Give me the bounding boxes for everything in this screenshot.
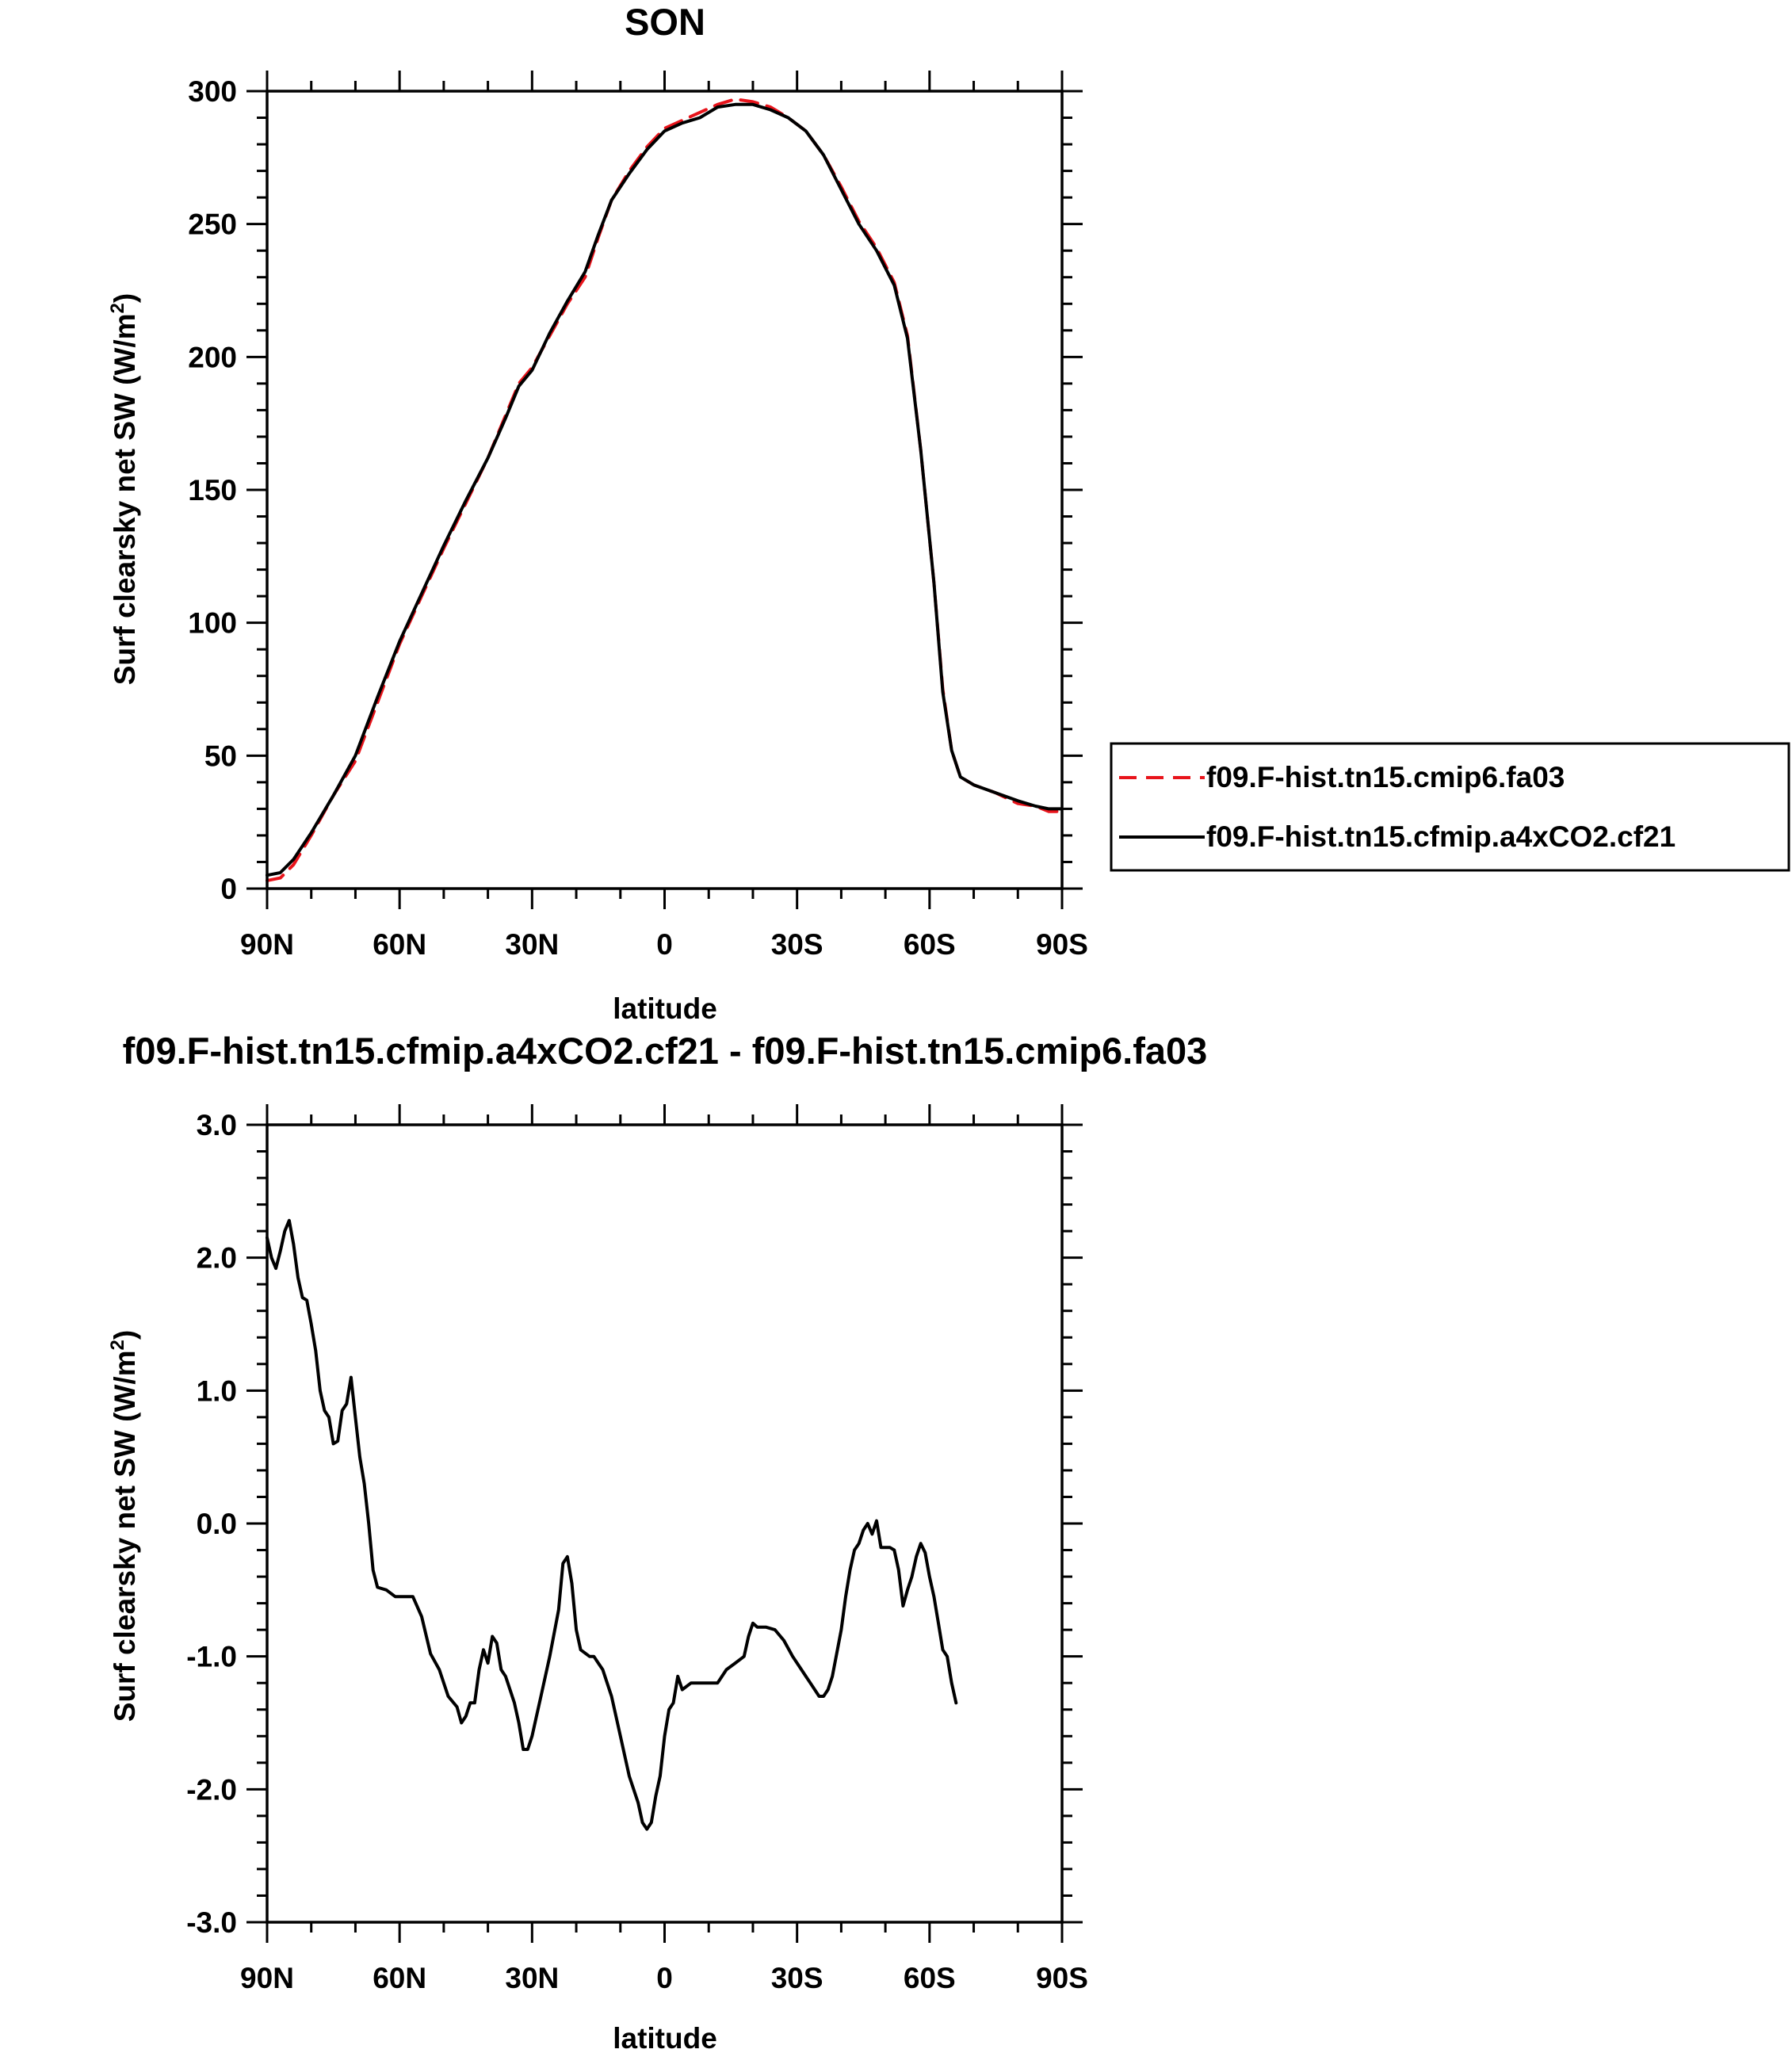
- bottom-ytick-label-5: 2.0: [197, 1242, 237, 1275]
- top-ytick-label-5: 250: [188, 208, 237, 241]
- top-ytick-label-4: 200: [188, 341, 237, 373]
- bottom-plot-area: -3.0 -2.0 -1.0 0.0 1.0 2.0 3.0 90N 60N 30N 0 30S 60S…: [186, 1104, 1088, 1994]
- bottom-ytick-label-2: -1.0: [186, 1641, 237, 1673]
- bottom-xtick-label-1: 60N: [373, 1962, 426, 1994]
- top-ytick-label-3: 150: [188, 474, 237, 507]
- top-y-axis-label-main: Surf clearsky net SW (W/m: [109, 313, 141, 685]
- top-xtick-label-3: 0: [656, 928, 673, 961]
- bottom-xtick-label-0: 90N: [240, 1962, 294, 1994]
- bottom-xtick-label-3: 0: [656, 1962, 673, 1994]
- top-ytick-label-6: 300: [188, 75, 237, 108]
- legend-box: [1110, 742, 1790, 872]
- top-series-line-1: [266, 102, 1064, 877]
- bottom-plot-frame: [266, 1123, 1064, 1924]
- bottom-xtick-label-5: 60S: [904, 1962, 956, 1994]
- top-plot-frame: [266, 90, 1064, 890]
- top-xtick-label-4: 30S: [771, 928, 823, 961]
- top-panel: SON 0 50 100 150 200 250 300 90N 60N 30N 0 30S 60S 90…: [107, 1, 1790, 1025]
- bottom-xtick-label-2: 30N: [505, 1962, 559, 1994]
- top-xtick-label-2: 30N: [505, 928, 559, 961]
- top-y-axis-label: Surf clearsky net SW (W/m2): [107, 293, 141, 685]
- bottom-ytick-label-0: -3.0: [186, 1906, 237, 1939]
- top-series-line-0: [266, 97, 1064, 882]
- bottom-panel: f09.F-hist.tn15.cfmip.a4xCO2.cf21 - f09.…: [107, 1030, 1207, 2053]
- bottom-xtick-label-4: 30S: [771, 1962, 823, 1994]
- bottom-ytick-label-3: 0.0: [197, 1508, 237, 1540]
- top-chart-title: SON: [625, 1, 705, 43]
- bottom-y-axis-label-main: Surf clearsky net SW (W/m: [109, 1350, 141, 1722]
- bottom-xtick-label-6: 90S: [1036, 1962, 1088, 1994]
- top-y-axis-label-tail: ): [109, 293, 141, 303]
- top-xtick-label-6: 90S: [1036, 928, 1088, 961]
- bottom-series-line-0: [266, 1218, 958, 1831]
- bottom-ytick-label-6: 3.0: [197, 1109, 237, 1141]
- bottom-ytick-label-4: 1.0: [197, 1374, 237, 1407]
- legend: f09.F-hist.tn15.cmip6.fa03 f09.F-hist.tn…: [1110, 742, 1790, 872]
- bottom-chart-title: f09.F-hist.tn15.cfmip.a4xCO2.cf21 - f09.…: [123, 1030, 1208, 1072]
- legend-label-cf21: f09.F-hist.tn15.cfmip.a4xCO2.cf21: [1206, 820, 1675, 853]
- bottom-x-axis-label: latitude: [613, 2022, 717, 2053]
- top-ytick-label-1: 50: [204, 740, 237, 772]
- bottom-ytick-label-1: -2.0: [186, 1773, 237, 1806]
- top-ytick-label-2: 100: [188, 607, 237, 640]
- bottom-y-axis-label-tail: ): [109, 1330, 141, 1340]
- top-x-axis-label: latitude: [613, 992, 717, 1025]
- top-xtick-label-1: 60N: [373, 928, 426, 961]
- top-plot-area: 0 50 100 150 200 250 300 90N 60N 30N 0 30S 60S 90S: [188, 71, 1088, 961]
- legend-label-fa03: f09.F-hist.tn15.cmip6.fa03: [1206, 761, 1565, 793]
- top-xtick-label-0: 90N: [240, 928, 294, 961]
- bottom-y-axis-label: Surf clearsky net SW (W/m2): [107, 1330, 141, 1722]
- top-y-axis-label-sup: 2: [107, 303, 128, 313]
- top-xtick-label-5: 60S: [904, 928, 956, 961]
- bottom-y-axis-label-sup: 2: [107, 1340, 128, 1350]
- top-ytick-label-0: 0: [220, 873, 237, 905]
